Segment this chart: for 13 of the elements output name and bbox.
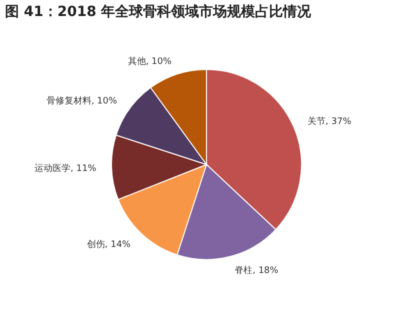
slice-label: 脊柱 xyxy=(234,265,253,276)
slice-label: 关节 xyxy=(308,116,326,128)
data-label: , 10% xyxy=(91,96,118,106)
data-label: , 10% xyxy=(146,56,172,67)
slice-label: 创伤 xyxy=(86,238,105,250)
data-label: , 18% xyxy=(252,266,279,276)
slice-label: 骨修复材料 xyxy=(46,95,92,106)
slice-label: 运动医学 xyxy=(34,162,71,174)
data-label: , 14% xyxy=(104,240,132,250)
data-label: , 11% xyxy=(70,164,97,174)
slice-label: 其他 xyxy=(128,56,146,67)
data-label: , 37% xyxy=(326,117,352,128)
chart-title: 图 41：2018 年全球骨科领域市场规模占比情况 xyxy=(5,3,312,20)
